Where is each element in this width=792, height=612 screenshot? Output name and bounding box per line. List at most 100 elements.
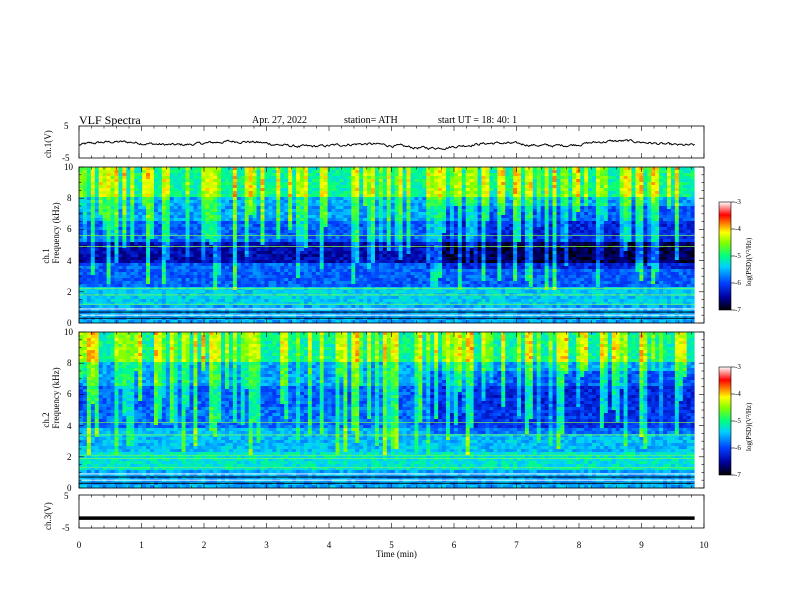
spectrogram-cell: [173, 215, 179, 219]
spectrogram-cell: [678, 215, 684, 219]
spectrogram-cell: [453, 227, 459, 231]
spectrogram-cell: [599, 236, 605, 240]
spectrogram-cell: [225, 200, 230, 204]
spectrogram-cell: [221, 179, 226, 183]
spectrogram-cell: [639, 254, 644, 258]
spectrogram-cell: [209, 233, 214, 237]
spectrogram-cell: [319, 179, 325, 183]
spectrogram-cell: [544, 239, 550, 243]
spectrogram-cell: [221, 170, 226, 174]
spectrogram-cell: [651, 218, 656, 222]
spectrogram-cell: [663, 200, 668, 204]
spectrogram-cell: [517, 197, 522, 201]
spectrogram-cell: [453, 194, 459, 198]
spectrogram-cell: [153, 170, 159, 174]
spectrogram-cell: [272, 218, 277, 222]
spectrogram-cell: [292, 194, 297, 198]
spectrogram-cell: [335, 206, 340, 210]
spectrogram-cell: [418, 179, 423, 183]
spectrogram-cell: [256, 176, 261, 180]
spectrogram-cell: [351, 182, 356, 186]
spectrogram-cell: [319, 251, 325, 255]
spectrogram-cell: [319, 242, 325, 246]
spectrogram-cell: [552, 221, 557, 225]
spectrogram-cell: [536, 182, 542, 186]
spectrogram-cell: [272, 227, 277, 231]
spectrogram-cell: [292, 230, 297, 234]
spectrogram-cell: [607, 197, 613, 201]
spectrogram-cell: [461, 233, 467, 237]
spectrogram-cell: [339, 233, 344, 237]
spectrogram-cell: [520, 248, 526, 252]
spectrogram-cell: [228, 239, 234, 243]
spectrogram-cell: [651, 254, 656, 258]
spectrogram-cell: [540, 257, 546, 261]
spectrogram-cell: [449, 227, 455, 231]
spectrogram-cell: [398, 239, 403, 243]
spectrogram-cell: [655, 194, 660, 198]
spectrogram-cell: [292, 209, 297, 213]
spectrogram-cell: [647, 215, 652, 219]
spectrogram-cell: [311, 230, 317, 234]
spectrogram-cell: [244, 227, 250, 231]
spectrogram-cell: [272, 254, 277, 258]
spectrogram-cell: [469, 230, 475, 234]
spectrogram-cell: [465, 233, 471, 237]
spectrogram-cell: [674, 254, 680, 258]
spectrogram-cell: [217, 242, 222, 246]
spectrogram-cell: [469, 215, 475, 219]
spectrogram-cell: [513, 167, 518, 171]
spectrogram-cell: [532, 257, 538, 261]
spectrogram-cell: [576, 230, 581, 234]
spectrogram-cell: [319, 188, 325, 192]
spectrogram-cell: [209, 248, 214, 252]
spectrogram-cell: [584, 206, 589, 210]
spectrogram-cell: [268, 221, 273, 225]
spectrogram-cell: [382, 167, 388, 171]
spectrogram-cell: [347, 251, 352, 255]
spectrogram-cell: [442, 173, 447, 177]
spectrogram-cell: [86, 179, 92, 183]
spectrogram-cell: [667, 167, 672, 171]
spectrogram-cell: [446, 227, 451, 231]
spectrogram-cell: [398, 248, 403, 252]
spectrogram-cell: [315, 242, 321, 246]
spectrogram-cell: [552, 215, 557, 219]
spectrogram-cell: [209, 221, 214, 225]
spectrogram-cell: [453, 185, 459, 189]
spectrogram-cell: [469, 233, 475, 237]
spectrogram-cell: [292, 251, 297, 255]
spectrogram-cell: [509, 221, 514, 225]
spectrogram-cell: [126, 236, 131, 240]
spectrogram-cell: [643, 203, 648, 207]
spectrogram-cell: [489, 224, 494, 228]
spectrogram-cell: [501, 257, 506, 261]
spectrogram-cell: [248, 167, 254, 171]
spectrogram-cell: [674, 197, 680, 201]
spectrogram-cell: [643, 191, 648, 195]
spectrogram-cell: [374, 182, 380, 186]
spectrogram-cell: [481, 248, 486, 252]
spectrogram-cell: [94, 251, 100, 255]
spectrogram-cell: [627, 206, 632, 210]
spectrogram-cell: [363, 221, 368, 225]
spectrogram-cell: [524, 254, 530, 258]
spectrogram-cell: [343, 167, 348, 171]
spectrogram-cell: [134, 185, 139, 189]
spectrogram-cell: [588, 224, 593, 228]
spectrogram-cell: [303, 251, 309, 255]
spectrogram-cell: [205, 167, 210, 171]
spectrogram-cell: [351, 191, 356, 195]
spectrogram-cell: [299, 182, 305, 186]
spectrogram-cell: [497, 188, 502, 192]
spectrogram-cell: [126, 170, 131, 174]
spectrogram-cell: [299, 212, 305, 216]
spectrogram-cell: [422, 233, 427, 237]
spectrogram-cell: [256, 200, 261, 204]
spectrogram-cell: [244, 248, 250, 252]
spectrogram-cell: [457, 209, 463, 213]
spectrogram-cell: [90, 248, 96, 252]
spectrogram-cell: [221, 215, 226, 219]
spectrogram-cell: [142, 236, 147, 240]
spectrogram-cell: [268, 224, 273, 228]
